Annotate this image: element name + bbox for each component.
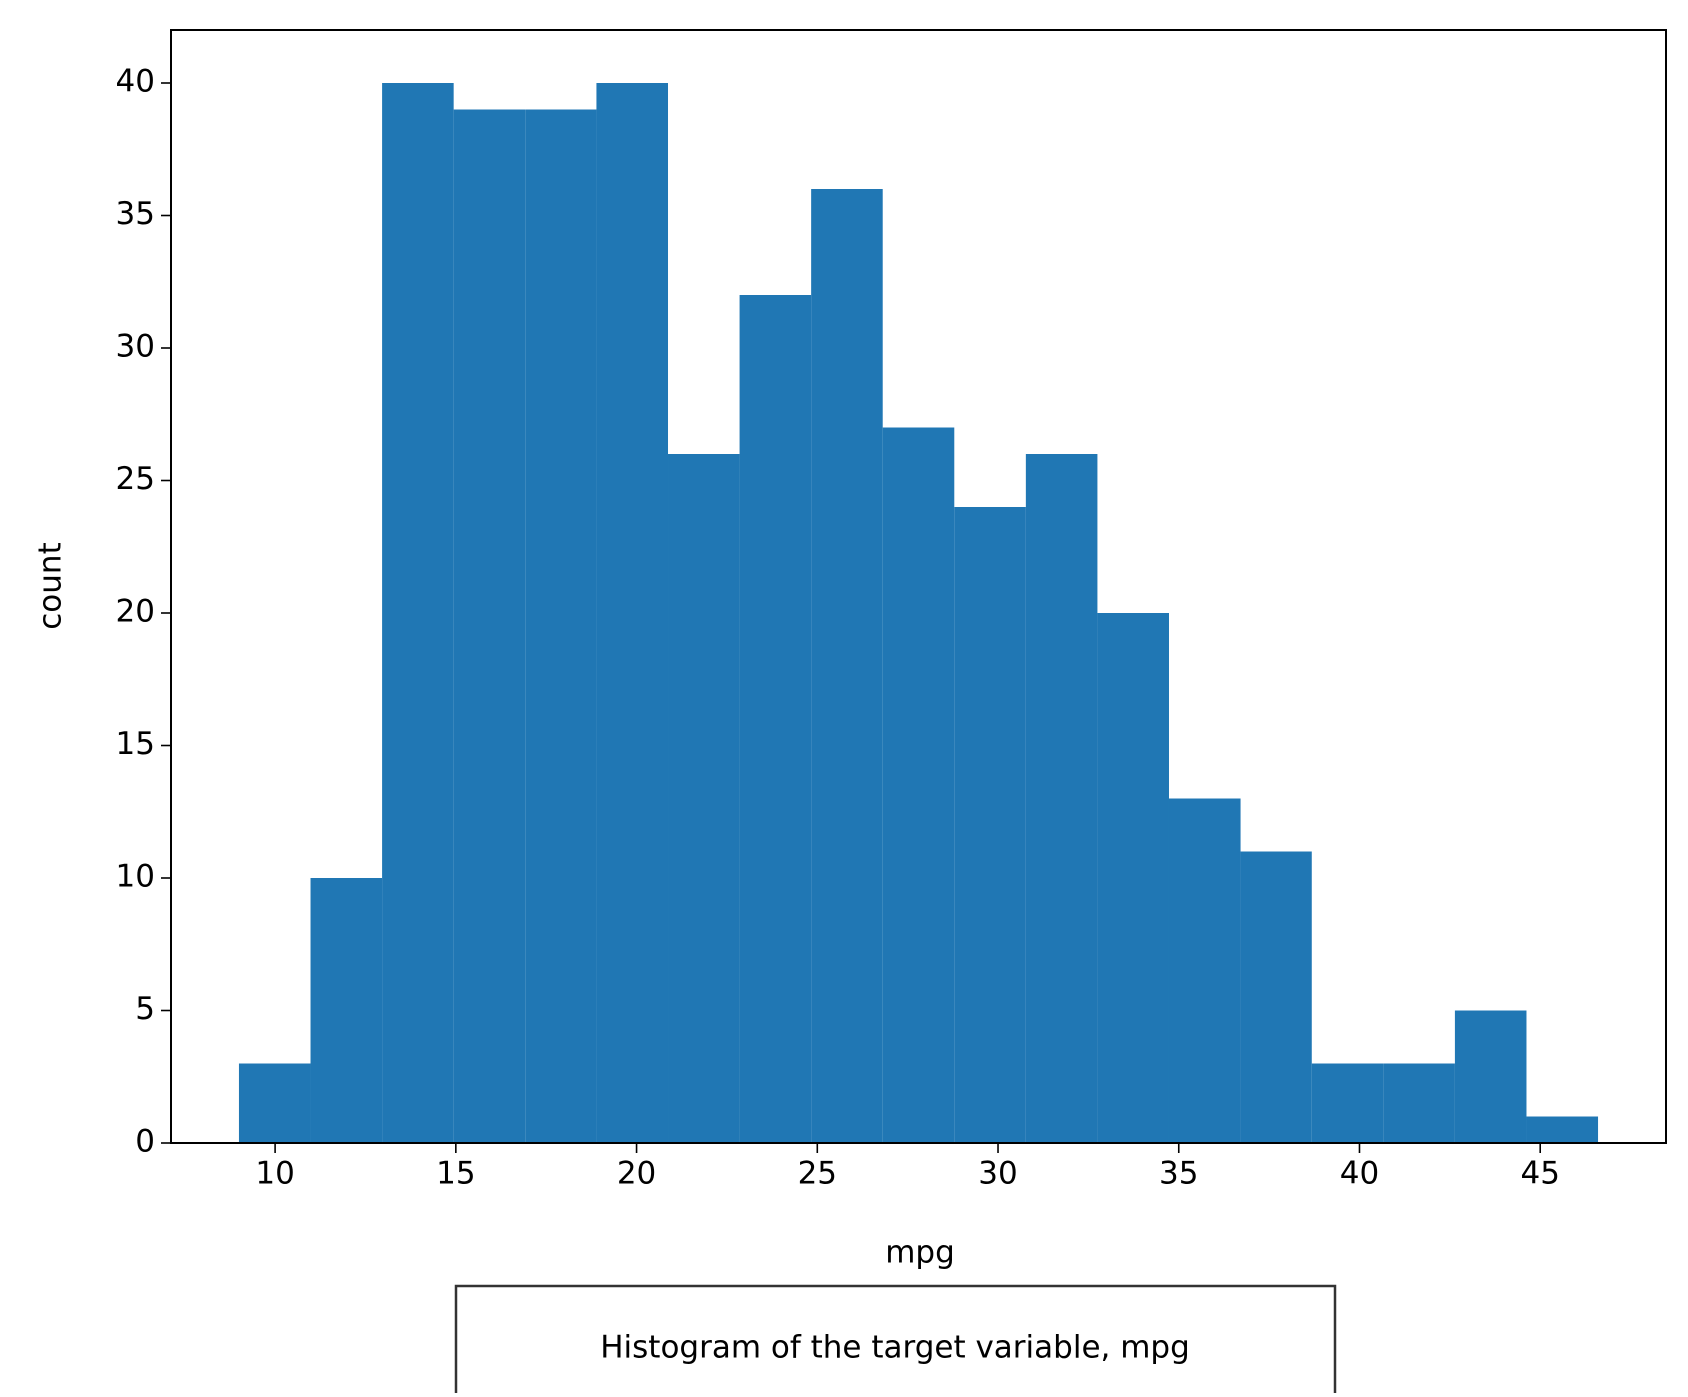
bar xyxy=(1168,798,1241,1143)
x-tick-label: 40 xyxy=(1340,1156,1379,1192)
bar xyxy=(1240,851,1312,1143)
y-axis-label: count xyxy=(33,542,69,629)
bar xyxy=(310,878,383,1143)
y-tick-label: 10 xyxy=(116,859,155,895)
bar xyxy=(668,454,740,1143)
x-axis-label: mpg xyxy=(885,1235,955,1271)
bar xyxy=(1311,1063,1384,1143)
y-tick-label: 15 xyxy=(116,726,155,762)
plot-frame xyxy=(170,29,1667,1144)
bar xyxy=(382,83,454,1143)
bar xyxy=(1025,454,1098,1143)
caption: Histogram of the target variable, mpg xyxy=(600,1330,1190,1366)
bar xyxy=(739,295,812,1143)
bar xyxy=(596,83,669,1143)
y-tick-label: 25 xyxy=(116,461,155,497)
x-tick-label: 30 xyxy=(978,1156,1017,1192)
bar xyxy=(453,109,526,1143)
y-tick-label: 5 xyxy=(135,991,155,1027)
y-tick-label: 30 xyxy=(116,329,155,365)
bar xyxy=(811,189,883,1143)
bar xyxy=(1526,1116,1599,1143)
y-tick-label: 35 xyxy=(116,196,155,232)
x-tick-label: 15 xyxy=(436,1156,475,1192)
bar xyxy=(954,507,1026,1143)
y-tick-label: 0 xyxy=(135,1124,155,1160)
bar xyxy=(238,1063,311,1143)
x-tick-label: 25 xyxy=(798,1156,837,1192)
bar xyxy=(882,427,955,1143)
x-tick-label: 10 xyxy=(255,1156,294,1192)
bar xyxy=(525,109,597,1143)
bar xyxy=(1383,1063,1455,1143)
x-tick-label: 35 xyxy=(1159,1156,1198,1192)
caption-box xyxy=(454,1284,1337,1397)
y-tick-label: 40 xyxy=(116,64,155,100)
bar xyxy=(1454,1010,1527,1143)
y-tick-label: 20 xyxy=(116,594,155,630)
bar xyxy=(1097,613,1169,1143)
x-tick-label: 20 xyxy=(617,1156,656,1192)
x-tick-label: 45 xyxy=(1520,1156,1559,1192)
